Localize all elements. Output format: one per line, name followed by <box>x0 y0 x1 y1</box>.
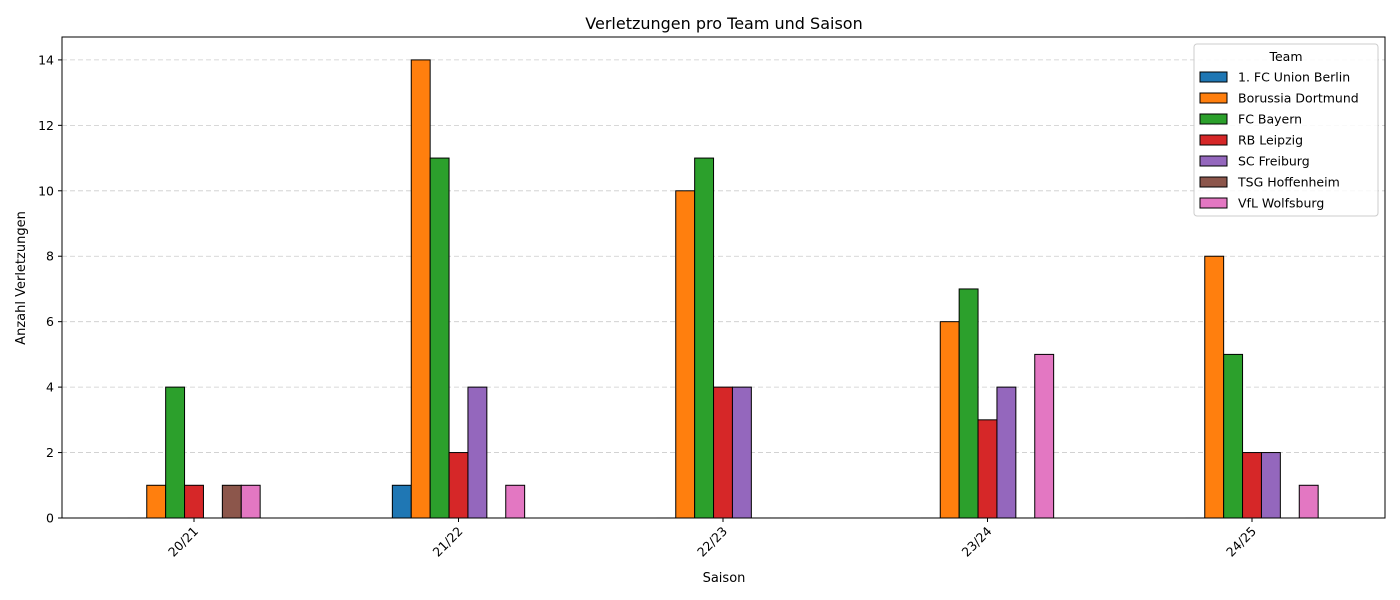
legend-swatch <box>1199 113 1228 125</box>
x-tick-label: 20/21 <box>165 524 201 560</box>
bar <box>410 59 431 519</box>
bar <box>165 386 186 519</box>
y-tick-label: 2 <box>46 445 54 460</box>
bar <box>429 157 450 519</box>
bars <box>127 59 1319 519</box>
bar <box>505 484 526 519</box>
bar <box>675 190 696 519</box>
bar <box>391 484 412 519</box>
x-tick-label: 21/22 <box>430 524 466 560</box>
bar <box>996 386 1017 519</box>
y-tick-label: 10 <box>38 183 54 198</box>
y-tick-label: 12 <box>38 118 54 133</box>
bar <box>467 386 488 519</box>
legend-title: Team <box>1268 49 1302 64</box>
x-axis-label: Saison <box>703 571 746 586</box>
bar <box>1298 484 1319 519</box>
y-tick-label: 0 <box>46 511 54 526</box>
legend-label: SC Freiburg <box>1238 154 1310 169</box>
legend-swatch <box>1199 155 1228 167</box>
legend-label: Borussia Dortmund <box>1238 91 1359 106</box>
legend-label: VfL Wolfsburg <box>1238 196 1324 211</box>
bar <box>184 484 204 519</box>
legend-swatch <box>1199 71 1228 83</box>
x-tick-label: 23/24 <box>959 523 995 559</box>
bar <box>448 452 469 519</box>
x-tick-label: 24/25 <box>1223 524 1259 560</box>
legend-label: TSG Hoffenheim <box>1237 175 1340 190</box>
bar <box>731 386 752 519</box>
legend-label: FC Bayern <box>1238 112 1302 127</box>
legend: Team 1. FC Union Berlin Borussia Dortmund… <box>1193 43 1379 217</box>
legend-box <box>1193 43 1379 217</box>
y-tick-label: 14 <box>38 52 54 67</box>
bar <box>1242 452 1262 519</box>
bar <box>713 386 733 519</box>
y-tick-label: 6 <box>46 314 54 329</box>
bar <box>1223 353 1244 519</box>
bar <box>1204 255 1225 519</box>
bar <box>240 484 261 519</box>
x-tick-label: 22/23 <box>694 524 730 560</box>
bar <box>694 157 715 519</box>
legend-items: 1. FC Union Berlin Borussia Dortmund FC Ba… <box>1199 70 1359 211</box>
bar <box>1034 353 1055 519</box>
chart-title: Verletzungen pro Team und Saison <box>585 14 862 33</box>
legend-swatch <box>1199 176 1228 188</box>
bar <box>977 419 998 519</box>
legend-swatch <box>1199 134 1228 146</box>
bar <box>958 288 979 519</box>
legend-label: RB Leipzig <box>1238 133 1303 148</box>
legend-swatch <box>1199 197 1228 209</box>
y-axis-ticks: 0 2 4 6 8 10 12 14 <box>38 52 62 526</box>
y-axis-label: Anzahl Verletzungen <box>14 211 29 345</box>
y-tick-label: 8 <box>46 249 54 264</box>
y-tick-label: 4 <box>46 380 54 395</box>
legend-swatch <box>1199 92 1228 104</box>
bar <box>221 484 242 519</box>
bar <box>1260 452 1281 519</box>
bar <box>939 321 960 519</box>
x-axis-ticks: 20/21 21/22 22/23 23/24 24/25 <box>165 518 1259 560</box>
bar <box>146 484 167 519</box>
legend-label: 1. FC Union Berlin <box>1238 70 1350 85</box>
